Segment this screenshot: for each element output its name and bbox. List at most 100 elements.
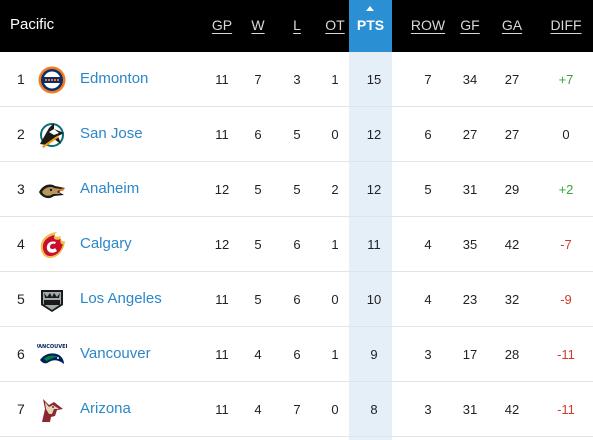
cell-gf: 34: [462, 72, 478, 87]
cell-ga: 32: [504, 292, 520, 307]
cell-pts: 12: [366, 182, 382, 197]
cell-ga: 42: [504, 237, 520, 252]
cell-w: 4: [254, 347, 262, 362]
column-header-pts-label: PTS: [356, 17, 385, 33]
cell-pts: 8: [370, 402, 378, 417]
column-header-row[interactable]: ROW: [410, 17, 446, 33]
cell-ga: 42: [504, 402, 520, 417]
cell-gf: 17: [462, 347, 478, 362]
cell-gp: 11: [215, 347, 229, 362]
cell-l: 6: [293, 292, 301, 307]
cell-w: 5: [254, 292, 262, 307]
cell-ot: 1: [331, 347, 339, 362]
cell-l: 7: [293, 402, 301, 417]
cell-gp: 11: [215, 127, 229, 142]
cell-gp: 12: [214, 182, 230, 197]
cell-l: 6: [293, 237, 301, 252]
column-header-ga[interactable]: GA: [501, 17, 523, 33]
cell-l: 5: [293, 127, 301, 142]
sort-arrow-up-icon: [366, 6, 374, 11]
cell-row: 4: [424, 292, 432, 307]
cell-w: 7: [254, 72, 262, 87]
cell-ot: 2: [331, 182, 339, 197]
cell-row: 7: [424, 72, 432, 87]
cell-row: 3: [424, 347, 432, 362]
team-name-link[interactable]: Anaheim: [80, 180, 140, 197]
cell-gp: 11: [215, 292, 229, 307]
cell-pts: 15: [366, 72, 382, 87]
team-rank: 1: [17, 71, 25, 87]
team-rank: 4: [17, 236, 25, 252]
cell-pts: 11: [367, 237, 381, 252]
table-row: 5 Los Angeles 11 5 6 0 10 4 23 32 -9: [0, 272, 593, 327]
column-header-w[interactable]: W: [251, 17, 265, 33]
cell-diff: 0: [562, 127, 570, 142]
column-header-gp[interactable]: GP: [211, 17, 233, 33]
cell-gf: 27: [462, 127, 478, 142]
column-header-pts[interactable]: PTS: [349, 0, 392, 52]
cell-l: 6: [293, 347, 301, 362]
cell-ga: 28: [504, 347, 520, 362]
team-name-link[interactable]: Arizona: [80, 400, 131, 417]
team-rank: 3: [17, 181, 25, 197]
svg-text:VANCOUVER: VANCOUVER: [37, 344, 67, 350]
cell-gf: 23: [462, 292, 478, 307]
column-header-gf[interactable]: GF: [460, 17, 480, 33]
coyotes-logo: [37, 395, 67, 425]
cell-pts: 10: [366, 292, 382, 307]
cell-l: 3: [293, 72, 301, 87]
oilers-logo: [37, 65, 67, 95]
cell-pts: 9: [370, 347, 378, 362]
cell-gf: 35: [462, 237, 478, 252]
ducks-logo: [37, 175, 67, 205]
cell-ga: 27: [504, 72, 520, 87]
cell-pts: 12: [366, 127, 382, 142]
column-header-ot[interactable]: OT: [325, 17, 345, 33]
cell-ot: 0: [331, 402, 339, 417]
cell-diff: -9: [560, 292, 572, 307]
table-row: 3 Anaheim 12 5 5 2 12 5 31 29 +2: [0, 162, 593, 217]
cell-gp: 12: [214, 237, 230, 252]
cell-w: 6: [254, 127, 262, 142]
team-rank: 2: [17, 126, 25, 142]
cell-row: 6: [424, 127, 432, 142]
canucks-logo: VANCOUVER: [35, 340, 69, 370]
cell-diff: -11: [557, 347, 575, 362]
sharks-logo: [37, 120, 67, 150]
cell-diff: +7: [558, 72, 574, 87]
cell-gp: 11: [215, 72, 229, 87]
cell-row: 3: [424, 402, 432, 417]
kings-logo: [37, 285, 67, 315]
cell-ot: 0: [331, 292, 339, 307]
cell-ot: 1: [331, 237, 339, 252]
table-row: 1 Edmonton 11 7 3 1 15 7 34 27 +7: [0, 52, 593, 107]
cell-ot: 0: [331, 127, 339, 142]
table-row: 6 VANCOUVER Vancouver 11 4 6 1 9 3 17 28 -11: [0, 327, 593, 382]
column-header-diff[interactable]: DIFF: [550, 17, 582, 33]
team-name-link[interactable]: Los Angeles: [80, 290, 162, 307]
team-name-link[interactable]: Edmonton: [80, 70, 149, 87]
cell-gf: 31: [462, 182, 478, 197]
table-row: 2 San Jose 11 6 5 0 12 6 27 27 0: [0, 107, 593, 162]
team-name-link[interactable]: San Jose: [80, 125, 143, 142]
sorted-column-highlight: [349, 52, 392, 440]
table-body: 1 Edmonton 11 7 3 1 15 7 34 27 +7 2 San Jose 11 6 5 0 1…: [0, 52, 593, 437]
team-name-link[interactable]: Vancouver: [80, 345, 151, 362]
team-name-link[interactable]: Calgary: [80, 235, 132, 252]
cell-diff: +2: [558, 182, 574, 197]
cell-gf: 31: [462, 402, 478, 417]
cell-ga: 29: [504, 182, 520, 197]
team-rank: 5: [17, 291, 25, 307]
cell-row: 4: [424, 237, 432, 252]
team-rank: 6: [17, 346, 25, 362]
team-rank: 7: [17, 401, 25, 417]
cell-w: 5: [254, 237, 262, 252]
cell-w: 5: [254, 182, 262, 197]
column-header-l[interactable]: L: [293, 17, 301, 33]
flames-logo: [37, 230, 67, 260]
cell-row: 5: [424, 182, 432, 197]
cell-ot: 1: [331, 72, 339, 87]
cell-diff: -11: [557, 402, 575, 417]
cell-ga: 27: [504, 127, 520, 142]
